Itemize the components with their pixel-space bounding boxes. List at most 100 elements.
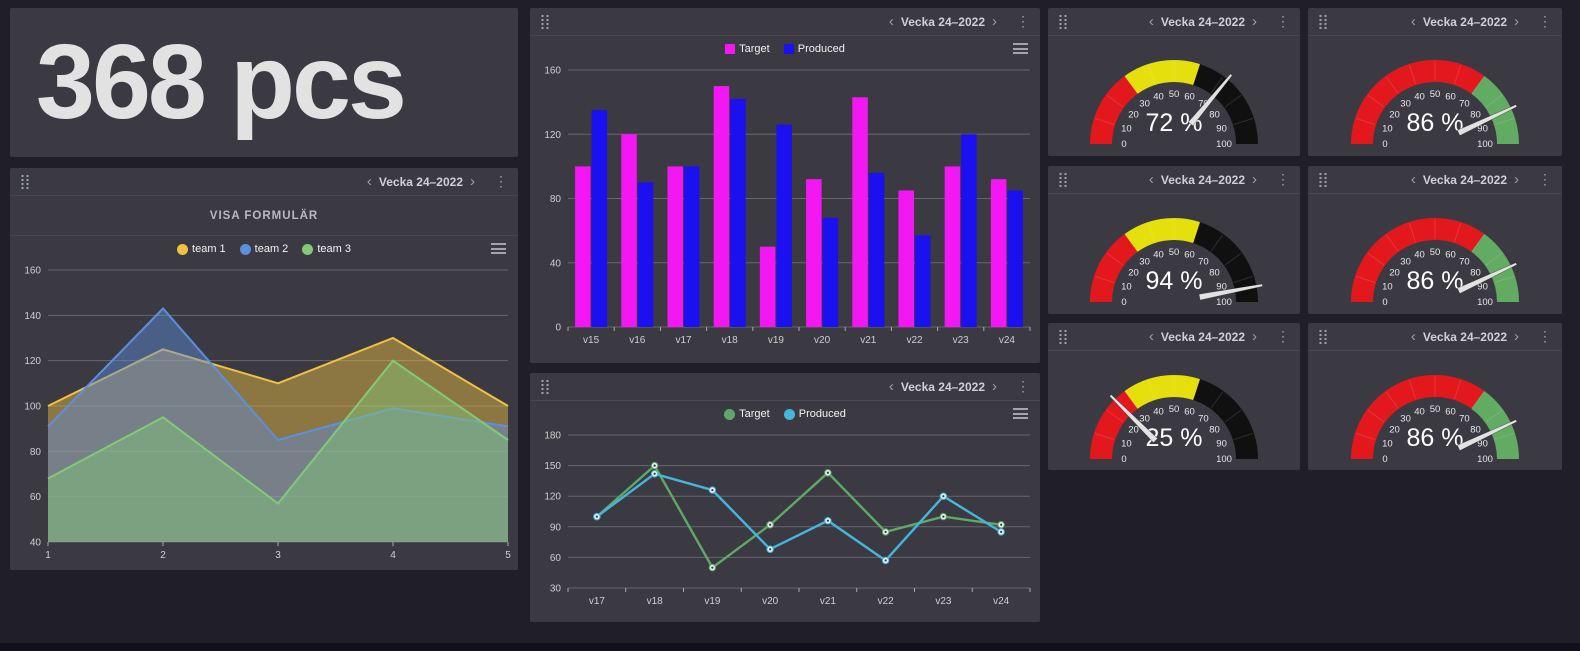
svg-text:20: 20 [1389,110,1400,121]
svg-text:100: 100 [1216,454,1232,465]
svg-text:70: 70 [1198,99,1209,110]
panel-menu-icon[interactable]: ⋮ [1538,13,1552,29]
visa-formular-button[interactable]: VISA FORMULÄR [209,209,319,222]
prev-week-chevron-icon[interactable]: ‹ [1410,170,1416,188]
svg-text:v17: v17 [589,596,606,607]
prev-week-chevron-icon[interactable]: ‹ [366,172,372,190]
drag-handle-icon[interactable] [1058,14,1068,29]
drag-handle-icon[interactable] [1058,329,1068,344]
next-week-chevron-icon[interactable]: › [1514,12,1519,30]
panel-menu-icon[interactable]: ⋮ [1016,13,1030,29]
svg-text:10: 10 [1121,439,1132,450]
legend-item[interactable]: Target [725,43,770,55]
svg-text:v23: v23 [935,596,952,607]
svg-text:80: 80 [1209,110,1220,121]
panel-header: ‹ Vecka 24–2022 › ⋮ [1048,166,1300,194]
legend-item[interactable]: team 2 [239,243,288,255]
prev-week-chevron-icon[interactable]: ‹ [1410,12,1416,30]
drag-handle-icon[interactable] [1318,172,1328,187]
chart-menu-icon[interactable] [491,243,506,257]
svg-text:90: 90 [1216,124,1227,135]
svg-text:70: 70 [1459,99,1470,110]
drag-handle-icon[interactable] [1318,329,1328,344]
bottom-edge [0,643,1580,651]
drag-handle-icon[interactable] [540,14,550,29]
next-week-chevron-icon[interactable]: › [992,377,997,395]
panel-menu-icon[interactable]: ⋮ [1276,328,1290,344]
prev-week-chevron-icon[interactable]: ‹ [1148,170,1154,188]
svg-text:120: 120 [544,130,561,141]
gauge-panel-6: ‹ Vecka 24–2022 › ⋮ 0 10 20 30 40 50 60 70 80 90 100 8… [1308,323,1562,470]
prev-week-chevron-icon[interactable]: ‹ [1148,12,1154,30]
panel-menu-icon[interactable]: ⋮ [1538,171,1552,187]
team-chart-legend: team 1 team 2 team 3 [10,236,518,262]
prev-week-chevron-icon[interactable]: ‹ [1148,327,1154,345]
panel-menu-icon[interactable]: ⋮ [1276,13,1290,29]
legend-swatch-icon [783,44,794,54]
legend-item[interactable]: Target [724,408,770,420]
legend-label: Produced [798,408,846,420]
gauge-panel-5: ‹ Vecka 24–2022 › ⋮ 0 10 20 30 40 50 60 70 80 90 100 2… [1048,323,1300,470]
next-week-chevron-icon[interactable]: › [992,12,997,30]
legend-label: Produced [797,43,845,55]
drag-handle-icon[interactable] [20,174,30,189]
panel-menu-icon[interactable]: ⋮ [1016,378,1030,394]
legend-swatch-icon [239,243,251,255]
chart-menu-icon[interactable] [1013,43,1028,57]
svg-text:30: 30 [1139,99,1150,110]
prev-week-chevron-icon[interactable]: ‹ [1410,327,1416,345]
next-week-chevron-icon[interactable]: › [1252,170,1257,188]
drag-handle-icon[interactable] [1318,14,1328,29]
legend-item[interactable]: team 1 [177,243,226,255]
period-label: Vecka 24–2022 [1422,172,1507,187]
svg-text:60: 60 [1445,406,1456,417]
svg-text:80: 80 [1470,110,1481,121]
svg-text:60: 60 [550,553,562,564]
prev-week-chevron-icon[interactable]: ‹ [888,377,894,395]
svg-text:40: 40 [1153,249,1164,260]
svg-text:5: 5 [505,550,511,561]
gauge-chart: 0 10 20 30 40 50 60 70 80 90 100 94 % [1048,194,1300,312]
svg-text:80: 80 [1470,268,1481,279]
period-label: Vecka 24–2022 [1160,14,1245,29]
bar-chart-svg: 0 40 80 120 160 v15 v16 v17 v18 v19 v20 v21 v22 v23 v2… [544,66,1031,346]
chart-menu-icon[interactable] [1013,408,1028,422]
svg-text:10: 10 [1382,124,1393,135]
svg-text:10: 10 [1382,439,1393,450]
area-chart-svg: 40 60 80 100 120 140 160 1 2 3 4 5 [24,266,511,562]
next-week-chevron-icon[interactable]: › [1252,12,1257,30]
period-label: Vecka 24–2022 [1422,14,1507,29]
next-week-chevron-icon[interactable]: › [1514,170,1519,188]
next-week-chevron-icon[interactable]: › [1252,327,1257,345]
next-week-chevron-icon[interactable]: › [1514,327,1519,345]
svg-text:60: 60 [1184,91,1195,102]
legend-item[interactable]: Produced [783,408,846,420]
svg-text:10: 10 [1121,282,1132,293]
prev-week-chevron-icon[interactable]: ‹ [888,12,894,30]
panel-menu-icon[interactable]: ⋮ [1276,171,1290,187]
legend-item[interactable]: team 3 [302,243,351,255]
drag-handle-icon[interactable] [1058,172,1068,187]
svg-text:180: 180 [544,431,561,442]
svg-text:40: 40 [30,538,42,549]
svg-text:40: 40 [1414,406,1425,417]
legend-item[interactable]: Produced [783,43,845,55]
panel-menu-icon[interactable]: ⋮ [1538,328,1552,344]
svg-text:50: 50 [1430,247,1441,258]
drag-handle-icon[interactable] [540,379,550,394]
panel-menu-icon[interactable]: ⋮ [494,173,508,189]
target-produced-bar-panel: ‹ Vecka 24–2022 › ⋮ Target Produced 0 40 80 120… [530,8,1040,363]
svg-text:v16: v16 [629,335,646,346]
svg-text:50: 50 [1169,89,1180,100]
panel-header: ‹ Vecka 24–2022 › ⋮ [1308,166,1562,194]
svg-text:v24: v24 [993,596,1010,607]
svg-text:v21: v21 [860,335,877,346]
line-chart-legend: Target Produced [530,401,1040,427]
svg-text:80: 80 [1209,425,1220,436]
svg-text:90: 90 [1216,282,1227,293]
gauge-panel-1: ‹ Vecka 24–2022 › ⋮ 0 10 20 30 40 50 60 70 80 90 100 7… [1048,8,1300,156]
svg-text:4: 4 [390,550,396,561]
next-week-chevron-icon[interactable]: › [470,172,475,190]
